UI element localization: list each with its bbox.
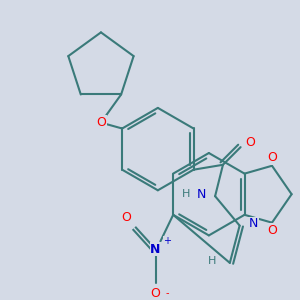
Text: O: O [96, 116, 106, 129]
Text: H: H [182, 189, 190, 199]
Text: O: O [267, 224, 277, 237]
Text: +: + [163, 236, 171, 246]
Text: N: N [150, 243, 161, 256]
Text: N: N [197, 188, 206, 201]
Text: -: - [166, 288, 169, 298]
Text: N: N [249, 217, 258, 230]
Text: O: O [151, 287, 160, 300]
Text: H: H [208, 256, 216, 266]
Text: O: O [267, 152, 277, 164]
Text: O: O [121, 211, 131, 224]
Text: O: O [245, 136, 255, 149]
